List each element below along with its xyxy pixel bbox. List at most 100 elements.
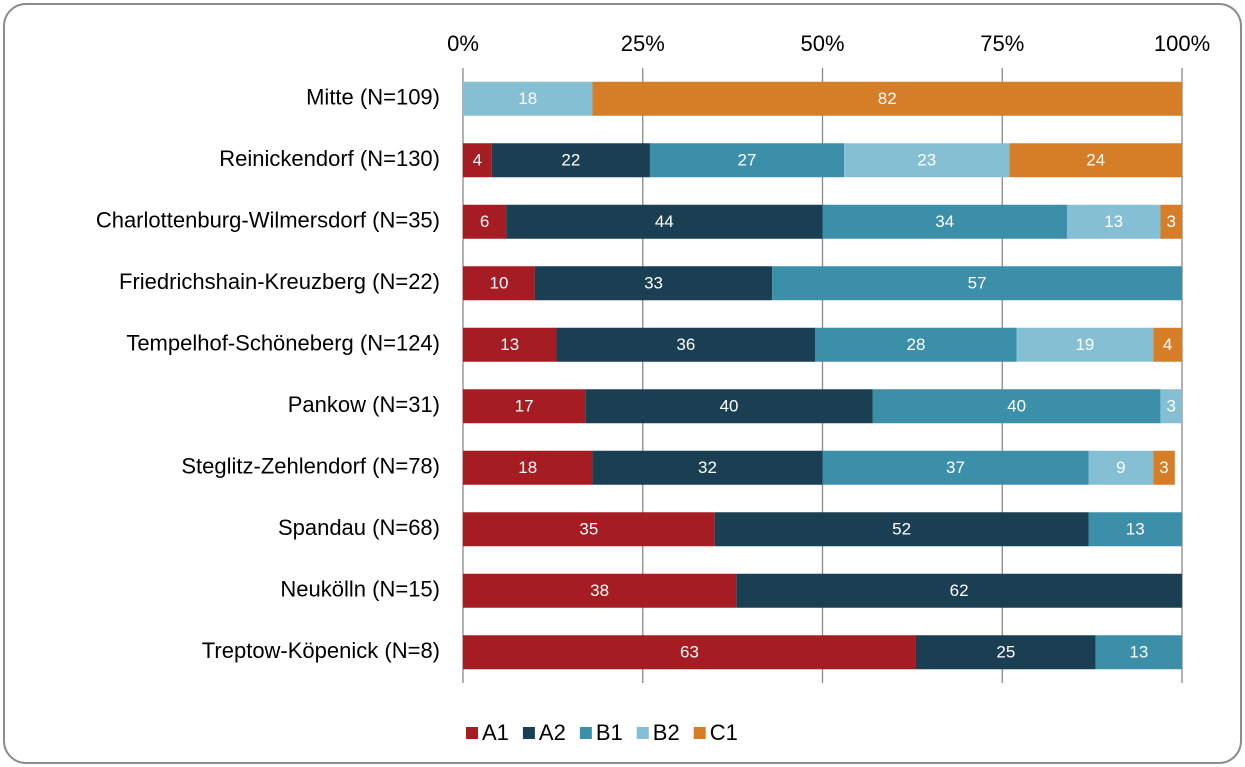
- value-label: 63: [680, 643, 699, 662]
- bar-segment: [1160, 389, 1182, 424]
- bar-segment: [1088, 450, 1154, 485]
- legend-label: A1: [482, 720, 509, 745]
- bar-segment: [1066, 204, 1161, 239]
- category-label: Tempelhof-Schöneberg (N=124): [126, 331, 440, 356]
- bar-segment: [463, 81, 593, 116]
- value-label: 52: [892, 520, 911, 539]
- x-tick-label: 75%: [980, 31, 1024, 56]
- value-label: 62: [950, 581, 969, 600]
- category-label: Mitte (N=109): [306, 85, 440, 110]
- bar-segment: [1153, 450, 1175, 485]
- value-label: 3: [1159, 458, 1168, 477]
- bar-segment: [1009, 143, 1182, 178]
- labels: 0% 25% 50% 75% 100% Mitte (N=109) 18 82 Reinicke…: [96, 31, 1210, 745]
- bar-segment: [1088, 512, 1182, 547]
- value-label: 38: [590, 581, 609, 600]
- bar-segment: [915, 635, 1096, 670]
- category-label: Neukölln (N=15): [280, 577, 440, 602]
- bars: [463, 81, 1182, 670]
- bar-segment: [491, 143, 650, 178]
- legend-swatch: [579, 727, 592, 739]
- value-label: 13: [1126, 520, 1145, 539]
- value-label: 6: [480, 212, 489, 231]
- bar-segment: [815, 327, 1017, 362]
- legend-swatch: [522, 727, 535, 739]
- category-label: Reinickendorf (N=130): [219, 146, 440, 171]
- value-label: 40: [1007, 397, 1026, 416]
- value-label: 18: [518, 458, 537, 477]
- value-label: 9: [1116, 458, 1125, 477]
- bar-segment: [463, 450, 593, 485]
- value-label: 22: [561, 151, 580, 170]
- legend-label: A2: [539, 720, 566, 745]
- x-tick-label: 0%: [447, 31, 479, 56]
- bar-segment: [556, 327, 816, 362]
- value-label: 17: [515, 397, 534, 416]
- value-label: 10: [489, 274, 508, 293]
- bar-segment: [1160, 204, 1182, 239]
- x-tick-label: 100%: [1154, 31, 1210, 56]
- bar-segment: [592, 450, 823, 485]
- value-label: 40: [720, 397, 739, 416]
- x-tick-label: 50%: [800, 31, 844, 56]
- bar-segment: [1016, 327, 1154, 362]
- bar-segment: [463, 573, 737, 608]
- value-label: 13: [1129, 643, 1148, 662]
- bar-segment: [506, 204, 823, 239]
- value-label: 23: [917, 151, 936, 170]
- bar-segment: [772, 266, 1182, 301]
- bar-segment: [463, 143, 492, 178]
- bar-segment: [592, 81, 1182, 116]
- chart-border: [3, 3, 1242, 764]
- bar-segment: [1153, 327, 1182, 362]
- value-label: 44: [655, 212, 674, 231]
- value-label: 32: [698, 458, 717, 477]
- value-label: 4: [1163, 335, 1172, 354]
- category-label: Pankow (N=31): [288, 392, 440, 417]
- bar-segment: [585, 389, 873, 424]
- bar-segment: [844, 143, 1010, 178]
- bar-segment: [649, 143, 845, 178]
- value-label: 28: [907, 335, 926, 354]
- value-label: 25: [996, 643, 1015, 662]
- x-tick-label: 25%: [621, 31, 665, 56]
- value-label: 36: [676, 335, 695, 354]
- value-label: 37: [946, 458, 965, 477]
- bar-segment: [736, 573, 1182, 608]
- value-label: 13: [500, 335, 519, 354]
- value-label: 3: [1166, 397, 1175, 416]
- value-label: 18: [518, 89, 537, 108]
- bar-segment: [463, 266, 535, 301]
- category-label: Charlottenburg-Wilmersdorf (N=35): [96, 208, 440, 233]
- value-label: 27: [738, 151, 757, 170]
- bar-segment: [534, 266, 773, 301]
- category-label: Spandau (N=68): [278, 515, 440, 540]
- value-label: 13: [1104, 212, 1123, 231]
- bar-segment: [822, 204, 1067, 239]
- category-label: Friedrichshain-Kreuzberg (N=22): [119, 269, 440, 294]
- value-label: 57: [968, 274, 987, 293]
- bar-segment: [463, 204, 507, 239]
- bar-segment: [463, 389, 586, 424]
- legend-label: B2: [653, 720, 680, 745]
- bar-segment: [463, 512, 715, 547]
- bar-segment: [872, 389, 1161, 424]
- value-label: 4: [473, 151, 482, 170]
- legend-swatch: [636, 727, 649, 739]
- bar-segment: [1095, 635, 1182, 670]
- value-label: 82: [878, 89, 897, 108]
- bar-segment: [714, 512, 1089, 547]
- bar-segment: [822, 450, 1089, 485]
- legend-label: C1: [710, 720, 738, 745]
- value-label: 3: [1166, 212, 1175, 231]
- legend-swatch: [466, 727, 478, 739]
- bar-segment: [463, 327, 557, 362]
- bar-segment: [463, 635, 916, 670]
- category-label: Steglitz-Zehlendorf (N=78): [181, 454, 440, 479]
- value-label: 33: [644, 274, 663, 293]
- value-label: 19: [1075, 335, 1094, 354]
- value-label: 24: [1086, 151, 1105, 170]
- value-label: 34: [935, 212, 954, 231]
- value-label: 35: [579, 520, 598, 539]
